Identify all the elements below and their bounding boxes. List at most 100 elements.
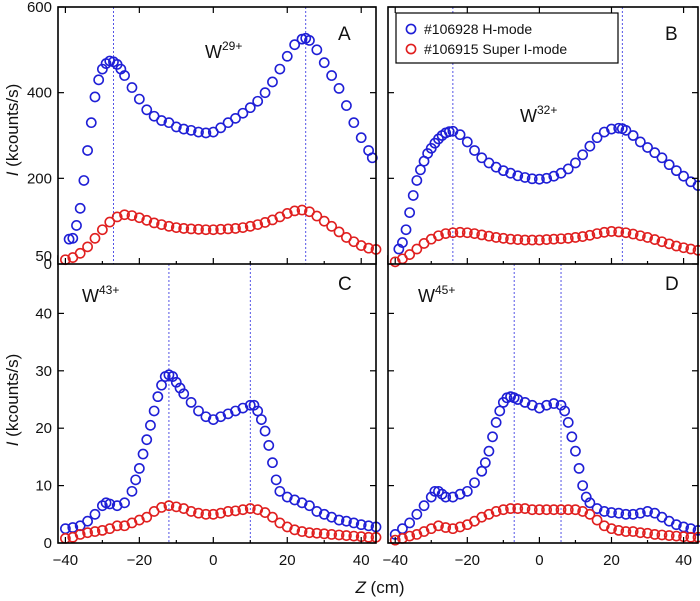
data-point xyxy=(447,227,459,239)
ion-label: W29+ xyxy=(205,39,242,62)
data-point xyxy=(526,234,538,246)
data-point xyxy=(74,247,86,259)
data-point xyxy=(613,524,625,536)
data-point xyxy=(82,515,93,527)
data-point xyxy=(71,220,82,231)
data-point xyxy=(577,231,589,242)
data-point xyxy=(591,228,603,239)
data-point xyxy=(642,142,653,153)
data-point xyxy=(244,102,256,114)
data-point xyxy=(598,520,610,532)
data-point xyxy=(634,527,646,539)
data-point xyxy=(562,417,574,428)
data-point xyxy=(78,175,90,186)
data-point xyxy=(355,240,367,251)
legend-box xyxy=(395,12,619,64)
y-tick-label: 10 xyxy=(35,478,52,495)
data-point xyxy=(85,117,97,129)
panel-letter: C xyxy=(338,274,352,295)
data-point xyxy=(267,76,278,88)
data-point xyxy=(93,74,105,86)
data-point xyxy=(341,100,352,111)
data-point xyxy=(126,210,138,221)
data-point xyxy=(526,173,538,185)
data-point xyxy=(259,217,271,228)
data-point xyxy=(252,405,264,417)
data-point xyxy=(82,241,93,253)
data-point xyxy=(111,500,123,512)
data-point xyxy=(237,107,249,119)
data-point xyxy=(163,220,175,232)
data-point xyxy=(548,504,560,516)
data-point xyxy=(237,402,249,414)
data-point xyxy=(281,521,293,533)
data-point xyxy=(670,240,682,252)
data-point xyxy=(244,220,256,232)
data-point xyxy=(555,233,567,245)
data-point xyxy=(289,39,301,51)
data-point xyxy=(318,215,330,227)
data-point xyxy=(479,457,491,469)
data-point xyxy=(289,494,301,506)
data-point xyxy=(497,232,509,244)
data-point xyxy=(119,520,130,532)
data-point xyxy=(469,477,480,489)
data-point xyxy=(215,122,227,134)
data-point xyxy=(89,508,101,520)
data-point xyxy=(577,480,589,491)
data-point xyxy=(255,414,267,425)
data-point xyxy=(519,503,531,514)
data-point xyxy=(389,534,401,546)
data-point xyxy=(642,506,653,517)
data-point xyxy=(296,497,308,509)
data-point xyxy=(678,170,689,182)
data-point xyxy=(663,159,675,171)
data-point xyxy=(591,503,603,514)
data-point xyxy=(404,530,416,542)
data-point xyxy=(141,511,153,523)
data-point xyxy=(519,396,531,408)
data-point xyxy=(548,170,560,182)
data-point xyxy=(326,528,338,540)
data-point xyxy=(548,233,560,245)
data-point xyxy=(562,232,574,244)
y-tick-label: 200 xyxy=(27,170,52,187)
data-point xyxy=(174,382,186,394)
data-point xyxy=(281,491,293,503)
data-point xyxy=(526,399,538,411)
data-point xyxy=(577,506,589,517)
data-point xyxy=(433,133,444,145)
data-point xyxy=(111,211,123,223)
data-point xyxy=(606,123,617,135)
data-point xyxy=(447,523,459,535)
data-point xyxy=(148,217,160,229)
ion-label: W32+ xyxy=(520,103,557,126)
data-point xyxy=(447,491,459,503)
panel-D: −40 −20 0 20 40 W45+ D xyxy=(382,255,700,569)
legend-marker xyxy=(405,23,417,35)
series-h-mode xyxy=(389,391,700,540)
data-point xyxy=(207,224,219,236)
data-point xyxy=(252,504,264,516)
data-point xyxy=(326,220,338,232)
data-point xyxy=(425,491,437,503)
data-point xyxy=(404,517,416,529)
data-point xyxy=(433,230,444,242)
ion-label: W45+ xyxy=(418,283,455,306)
data-point xyxy=(366,152,378,164)
data-point xyxy=(130,474,142,486)
data-point xyxy=(185,396,197,408)
data-point xyxy=(670,519,682,531)
data-point xyxy=(126,517,138,529)
data-point xyxy=(215,507,227,519)
data-point xyxy=(289,205,301,217)
data-point xyxy=(311,210,323,222)
data-point xyxy=(270,474,282,486)
data-point xyxy=(555,504,567,516)
data-point xyxy=(222,223,234,235)
data-point xyxy=(74,528,86,540)
data-point xyxy=(248,399,260,411)
data-point xyxy=(570,157,581,169)
data-point xyxy=(318,508,330,520)
legend-marker xyxy=(405,43,417,55)
